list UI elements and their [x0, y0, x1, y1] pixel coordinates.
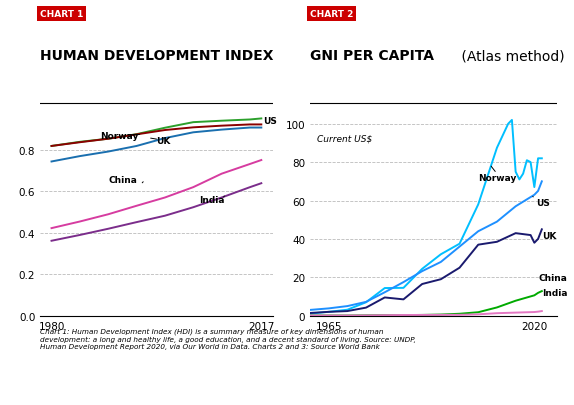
- Text: Chart 1: Human Development Index (HDI) is a summary measure of key dimensions of: Chart 1: Human Development Index (HDI) i…: [40, 328, 416, 349]
- Text: CHART 1: CHART 1: [40, 10, 84, 19]
- Text: US: US: [536, 198, 550, 207]
- Text: GNI PER CAPITA: GNI PER CAPITA: [310, 49, 434, 63]
- Text: (Atlas method): (Atlas method): [457, 49, 564, 63]
- Text: US: US: [263, 117, 277, 126]
- Text: India: India: [542, 288, 567, 297]
- Text: Norway: Norway: [100, 131, 138, 141]
- Text: UK: UK: [542, 231, 556, 240]
- Text: UK: UK: [157, 136, 171, 145]
- Text: HUMAN DEVELOPMENT INDEX: HUMAN DEVELOPMENT INDEX: [40, 49, 274, 63]
- Text: CHART 2: CHART 2: [310, 10, 354, 19]
- Text: India: India: [199, 196, 224, 205]
- Text: China: China: [108, 175, 137, 185]
- Text: Current US$: Current US$: [317, 134, 373, 143]
- Text: Norway: Norway: [478, 174, 517, 183]
- Text: China: China: [538, 273, 567, 282]
